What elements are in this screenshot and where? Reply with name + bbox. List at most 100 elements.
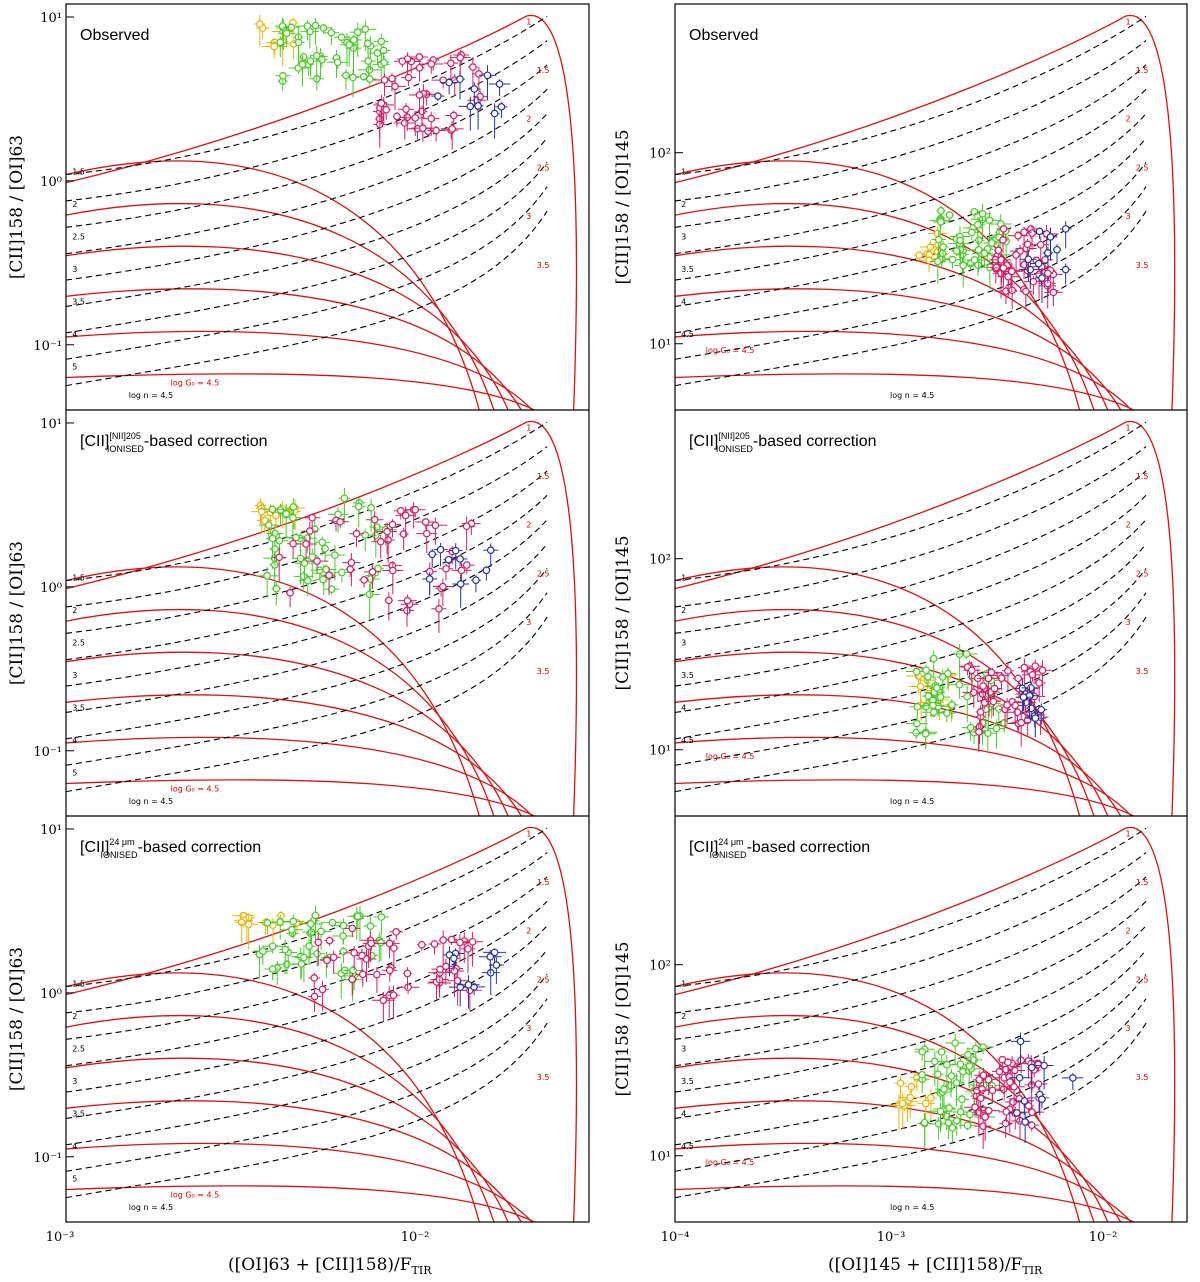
- logn-label: 4.5: [681, 330, 694, 339]
- data-point: [383, 519, 402, 538]
- x-axis-label-left: ([OI]63 + [CII]158)/FTIR: [228, 1255, 432, 1277]
- data-point: [489, 79, 511, 97]
- logG0-label: 2: [1126, 521, 1131, 530]
- data-point: [305, 557, 329, 571]
- data-point: [440, 77, 458, 95]
- panel-title: [CII]24 μm IONISED-based correction: [80, 837, 261, 860]
- logG0-label: 3.5: [1136, 1073, 1149, 1082]
- logn-label: 3: [681, 638, 686, 647]
- data-point: [308, 990, 322, 1012]
- data-point: [928, 681, 945, 703]
- model-curve-G0: [66, 160, 480, 410]
- data-point: [963, 661, 981, 692]
- data-point: [422, 111, 440, 137]
- data-point: [384, 592, 393, 621]
- model-curve-n: [675, 998, 1147, 1172]
- data-point: [275, 71, 291, 85]
- data-point: [457, 975, 480, 1009]
- logG0-label: 2: [526, 115, 531, 124]
- model-curve-n: [66, 1022, 548, 1199]
- panel-bottom-left: 1.5 2 2.5 3 3.5 4 5 1 1.5 2 2.5 3 3.5 log G₀ = 4.5 log…: [33, 823, 578, 1222]
- data-point: [251, 502, 273, 535]
- data-point: [375, 94, 388, 125]
- y-tick-label: 10¹: [649, 744, 671, 759]
- data-point: [262, 942, 283, 954]
- model-curve-n: [66, 852, 548, 1014]
- data-point: [314, 537, 330, 556]
- data-point: [945, 699, 959, 719]
- logG0-label: 2.5: [1136, 163, 1149, 172]
- data-point: [922, 672, 934, 688]
- model-curve-G0: [675, 1057, 1109, 1222]
- data-point: [431, 92, 445, 101]
- model-curve-n: [675, 974, 1147, 1146]
- logG0-label: 1: [526, 17, 531, 26]
- logG0-label: 1.5: [537, 66, 550, 75]
- data-point: [374, 33, 389, 61]
- data-point: [996, 225, 1011, 238]
- data-point: [919, 1113, 930, 1146]
- logn-label: 3.5: [681, 1077, 694, 1086]
- data-point: [948, 679, 971, 699]
- model-curve-n: [66, 421, 548, 582]
- model-curve-G0-outer: [66, 14, 578, 410]
- data-point: [455, 70, 465, 100]
- data-point: [355, 969, 371, 987]
- data-point: [408, 87, 431, 113]
- series-pink: [964, 1053, 1050, 1150]
- data-point: [280, 925, 304, 937]
- data-point: [971, 1089, 990, 1120]
- data-point: [431, 599, 447, 634]
- model-curve-G0: [66, 330, 533, 410]
- logG0-label: 3.5: [1136, 667, 1149, 676]
- logG0-label: 3.5: [537, 667, 550, 676]
- data-point: [358, 584, 381, 620]
- data-point: [393, 507, 408, 520]
- y-axis-label-left-middle: [CII]158 / [OI]63: [7, 541, 27, 685]
- data-point: [403, 967, 412, 989]
- data-point: [489, 103, 500, 139]
- data-point: [994, 244, 1003, 265]
- data-point: [1011, 248, 1021, 273]
- data-point: [398, 103, 415, 125]
- data-point: [271, 581, 282, 606]
- logn-label: 3.5: [72, 1109, 85, 1118]
- model-curve-n: [675, 421, 1147, 582]
- model-curve-n: [66, 616, 548, 793]
- data-point: [344, 924, 361, 938]
- data-point: [440, 120, 464, 150]
- data-point: [470, 575, 481, 593]
- logn-label: 5: [72, 768, 77, 777]
- data-point: [357, 66, 382, 77]
- series-pink: [372, 49, 488, 150]
- data-point: [381, 105, 391, 120]
- left-column-frame: [65, 3, 590, 1223]
- model-curve-n: [66, 900, 548, 1067]
- data-point: [963, 256, 986, 267]
- x-tick-label: 10⁻³: [877, 1230, 906, 1245]
- model-curve-n: [675, 446, 1147, 608]
- data-point: [970, 241, 987, 272]
- data-point: [448, 979, 472, 1007]
- logG0-label: 2: [1126, 927, 1131, 936]
- data-point: [298, 574, 317, 597]
- series-blue: [1008, 1032, 1084, 1143]
- data-point: [372, 564, 384, 576]
- data-point: [422, 572, 438, 596]
- series-blue: [443, 946, 507, 1009]
- model-curve-n: [675, 88, 1147, 255]
- model-curve-G0: [66, 373, 536, 410]
- data-point: [1022, 671, 1044, 682]
- data-point: [458, 516, 475, 551]
- data-point: [349, 528, 364, 548]
- logG0-label: 1.5: [1136, 472, 1149, 481]
- data-point: [446, 935, 457, 945]
- logG0-label: 1.5: [537, 878, 550, 887]
- data-point: [975, 705, 986, 729]
- data-point: [427, 126, 445, 142]
- data-point: [1008, 1073, 1031, 1086]
- series-blue: [1014, 678, 1048, 738]
- logG0-prefix-label: log G₀ = 4.5: [706, 1158, 755, 1167]
- data-point: [445, 960, 464, 997]
